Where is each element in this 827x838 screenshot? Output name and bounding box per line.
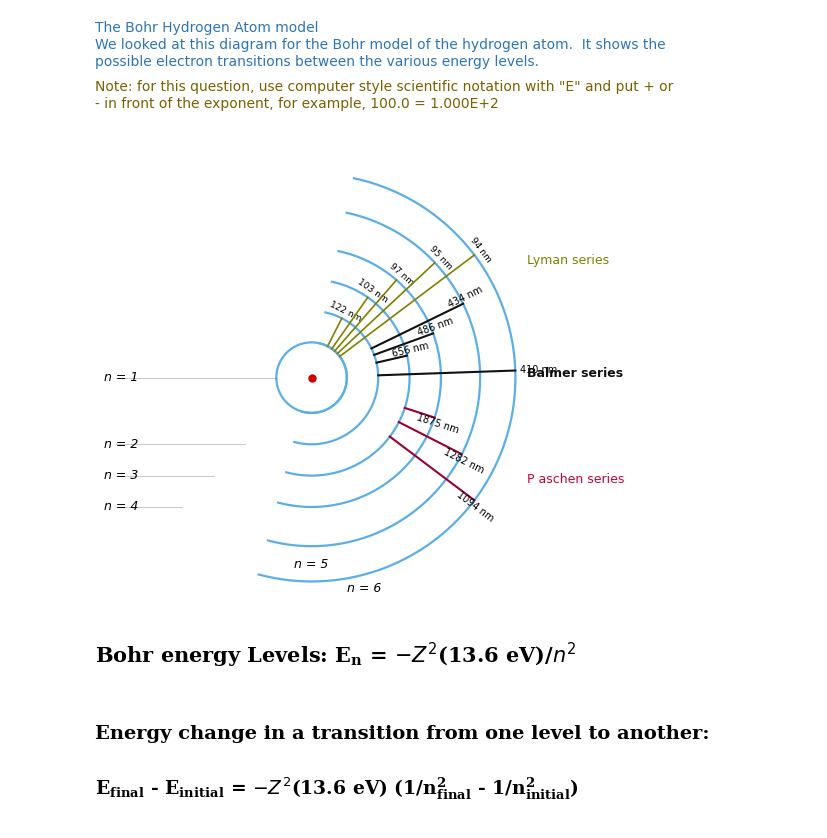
Text: Energy change in a transition from one level to another:: Energy change in a transition from one l…: [95, 725, 710, 742]
Text: 103 nm: 103 nm: [356, 277, 389, 305]
Text: n = 5: n = 5: [294, 558, 329, 571]
Text: n = 3: n = 3: [104, 469, 138, 482]
Text: Bohr energy Levels: $\mathregular{E_n}$ = $-Z^2$(13.6 eV)/$n^2$: Bohr energy Levels: $\mathregular{E_n}$ …: [95, 641, 576, 670]
Text: 1094 nm: 1094 nm: [455, 490, 495, 525]
Text: n = 1: n = 1: [104, 371, 138, 384]
Text: 122 nm: 122 nm: [328, 300, 363, 323]
Text: n = 6: n = 6: [347, 582, 381, 595]
Text: 95 nm: 95 nm: [428, 244, 453, 272]
Text: Balmer series: Balmer series: [527, 367, 624, 380]
Text: $\mathregular{E_{final}}$ - $\mathregular{E_{initial}}$ = $-Z^2$(13.6 eV) (1/$\m: $\mathregular{E_{final}}$ - $\mathregula…: [95, 775, 579, 802]
Text: Lyman series: Lyman series: [527, 254, 609, 266]
Text: 410 nm: 410 nm: [520, 365, 557, 375]
Text: 1875 nm: 1875 nm: [415, 412, 460, 435]
Text: 486 nm: 486 nm: [417, 316, 455, 339]
Text: - in front of the exponent, for example, 100.0 = 1.000E+2: - in front of the exponent, for example,…: [95, 97, 499, 111]
Text: 1282 nm: 1282 nm: [442, 447, 485, 475]
Text: n = 4: n = 4: [104, 500, 138, 514]
Text: n = 2: n = 2: [104, 437, 138, 451]
Text: possible electron transitions between the various energy levels.: possible electron transitions between th…: [95, 55, 539, 70]
Text: The Bohr Hydrogen Atom model: The Bohr Hydrogen Atom model: [95, 21, 318, 35]
Text: 97 nm: 97 nm: [388, 261, 415, 287]
Text: 94 nm: 94 nm: [468, 236, 493, 265]
Text: 656 nm: 656 nm: [391, 340, 430, 359]
Text: P aschen series: P aschen series: [527, 473, 624, 486]
Text: 434 nm: 434 nm: [447, 285, 484, 310]
Text: Note: for this question, use computer style scientific notation with "E" and put: Note: for this question, use computer st…: [95, 80, 673, 94]
Text: We looked at this diagram for the Bohr model of the hydrogen atom.  It shows the: We looked at this diagram for the Bohr m…: [95, 38, 666, 52]
